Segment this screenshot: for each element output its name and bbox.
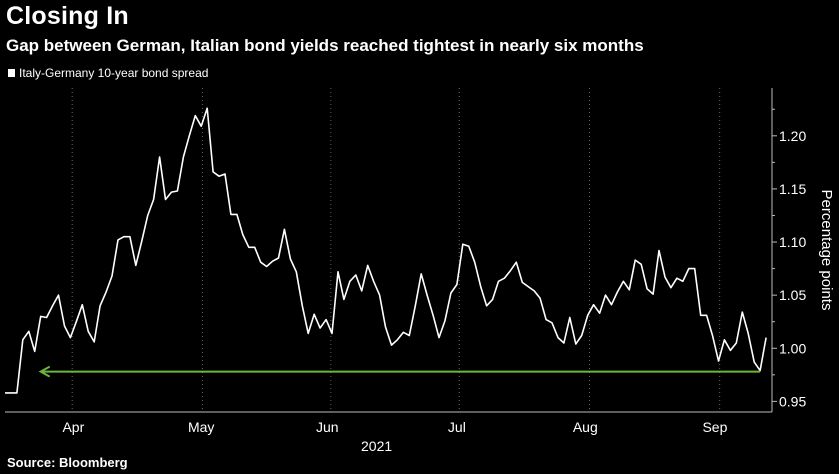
- y-tick-label: 1.15: [779, 181, 806, 197]
- chart-title: Closing In: [6, 2, 129, 30]
- x-tick-label: Apr: [62, 419, 84, 435]
- y-tick-label: 1.10: [779, 234, 806, 250]
- grid-lines: [71, 88, 721, 412]
- x-axis: Apr May Jun Jul Aug Sep: [5, 411, 772, 435]
- x-tick-label: Jun: [316, 419, 339, 435]
- chart-subtitle: Gap between German, Italian bond yields …: [6, 36, 644, 55]
- source-note: Source: Bloomberg: [7, 455, 128, 470]
- x-axis-year-label: 2021: [361, 438, 392, 454]
- y-tick-label: 0.95: [779, 393, 806, 409]
- x-tick-label: Sep: [702, 419, 727, 435]
- legend: Italy-Germany 10-year bond spread: [8, 66, 208, 80]
- y-tick-label: 1.20: [779, 128, 806, 144]
- y-tick-label: 1.05: [779, 287, 806, 303]
- y-axis-title: Percentage points: [818, 190, 835, 311]
- x-tick-label: Aug: [573, 419, 598, 435]
- x-tick-label: Jul: [448, 419, 466, 435]
- legend-label: Italy-Germany 10-year bond spread: [19, 66, 209, 80]
- x-tick-label: May: [188, 419, 214, 435]
- arrow-head: [38, 365, 51, 378]
- y-axis: 0.95 1.00 1.05 1.10 1.15 1.20: [771, 88, 806, 412]
- legend-swatch: [8, 69, 15, 77]
- plot-area: [5, 107, 767, 394]
- y-tick-label: 1.00: [779, 340, 806, 356]
- series-line-italy-germany-spread: [5, 107, 767, 394]
